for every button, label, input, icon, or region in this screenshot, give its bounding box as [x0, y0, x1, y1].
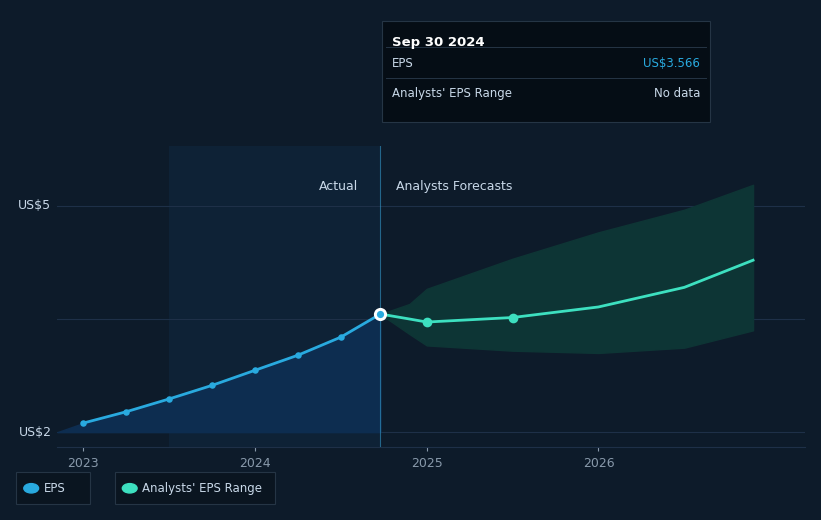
Point [291, 351, 305, 359]
Text: EPS: EPS [44, 482, 65, 495]
Bar [169, 146, 380, 447]
Text: Actual: Actual [319, 179, 358, 192]
Point [374, 310, 387, 318]
Point [120, 408, 133, 416]
Text: US$5: US$5 [18, 200, 52, 213]
Point [163, 395, 176, 403]
Text: Analysts' EPS Range: Analysts' EPS Range [392, 87, 511, 100]
Text: Sep 30 2024: Sep 30 2024 [392, 36, 484, 49]
Text: Analysts Forecasts: Analysts Forecasts [396, 179, 512, 192]
Text: US$3.566: US$3.566 [644, 57, 700, 70]
Text: EPS: EPS [392, 57, 413, 70]
Point [420, 318, 433, 326]
Point [76, 419, 89, 427]
Point [249, 366, 262, 374]
Text: Analysts' EPS Range: Analysts' EPS Range [142, 482, 262, 495]
Point [506, 314, 519, 322]
Point [374, 310, 387, 318]
Text: US$2: US$2 [19, 425, 52, 439]
Point [205, 381, 218, 389]
Text: No data: No data [654, 87, 700, 100]
Point [334, 333, 347, 341]
